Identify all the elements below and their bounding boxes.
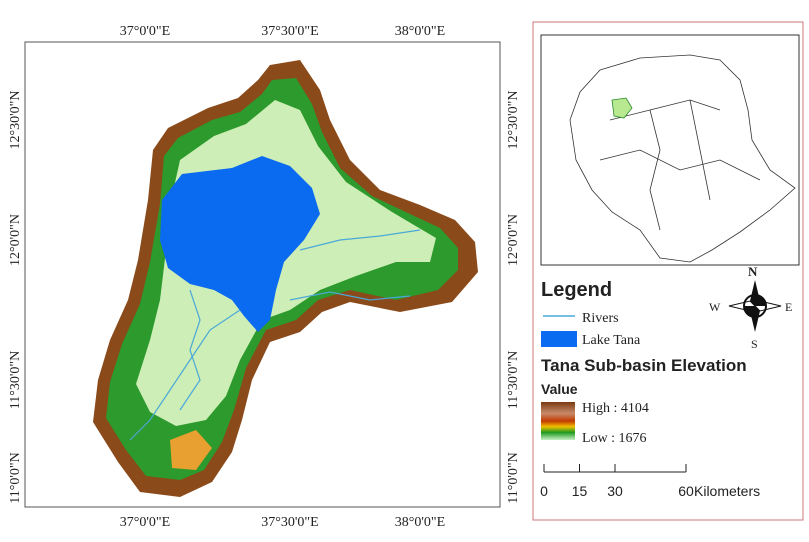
low-label: Low : 1676: [582, 431, 647, 446]
legend-title: Legend: [541, 279, 612, 301]
lon-label: 37°0'0"E: [120, 24, 170, 39]
lat-label: 12°0'0"N: [506, 214, 521, 266]
graticule: 37°0'0"E 37°30'0"E 38°0'0"E 37°0'0"E 37°30'0…: [8, 24, 521, 530]
scale-unit: Kilometers: [694, 483, 760, 499]
scale-label: 0: [540, 483, 548, 499]
scale-label: 30: [607, 483, 623, 499]
lake-tana: [160, 156, 320, 332]
lat-label: 11°30'0"N: [8, 351, 23, 409]
scale-label: 60: [678, 483, 694, 499]
legend-item: Rivers: [582, 311, 619, 326]
compass-s: S: [751, 337, 758, 351]
lat-label: 12°30'0"N: [506, 91, 521, 150]
compass-w: W: [709, 300, 721, 314]
lake-swatch: [541, 331, 577, 347]
basin: [93, 60, 478, 497]
lat-label: 12°0'0"N: [8, 214, 23, 266]
lon-label: 37°30'0"E: [261, 24, 318, 39]
lon-label: 37°0'0"E: [120, 515, 170, 530]
lat-label: 12°30'0"N: [8, 91, 23, 150]
scale-bar: 0 15 30 60 Kilometers: [540, 464, 760, 499]
compass-n: N: [748, 264, 758, 279]
legend-item: Lake Tana: [582, 333, 641, 348]
inset-map: [569, 54, 796, 263]
value-label: Value: [541, 381, 578, 397]
lat-label: 11°30'0"N: [506, 351, 521, 409]
compass: N S E W: [709, 264, 792, 351]
high-label: High : 4104: [582, 401, 649, 416]
lon-label: 37°30'0"E: [261, 515, 318, 530]
lat-label: 11°0'0"N: [506, 452, 521, 503]
elevation-title: Tana Sub-basin Elevation: [541, 356, 747, 375]
lon-label: 38°0'0"E: [395, 24, 445, 39]
compass-e: E: [785, 300, 792, 314]
elevation-ramp: [541, 402, 575, 440]
lat-label: 11°0'0"N: [8, 452, 23, 503]
lon-label: 38°0'0"E: [395, 515, 445, 530]
scale-label: 15: [572, 483, 588, 499]
